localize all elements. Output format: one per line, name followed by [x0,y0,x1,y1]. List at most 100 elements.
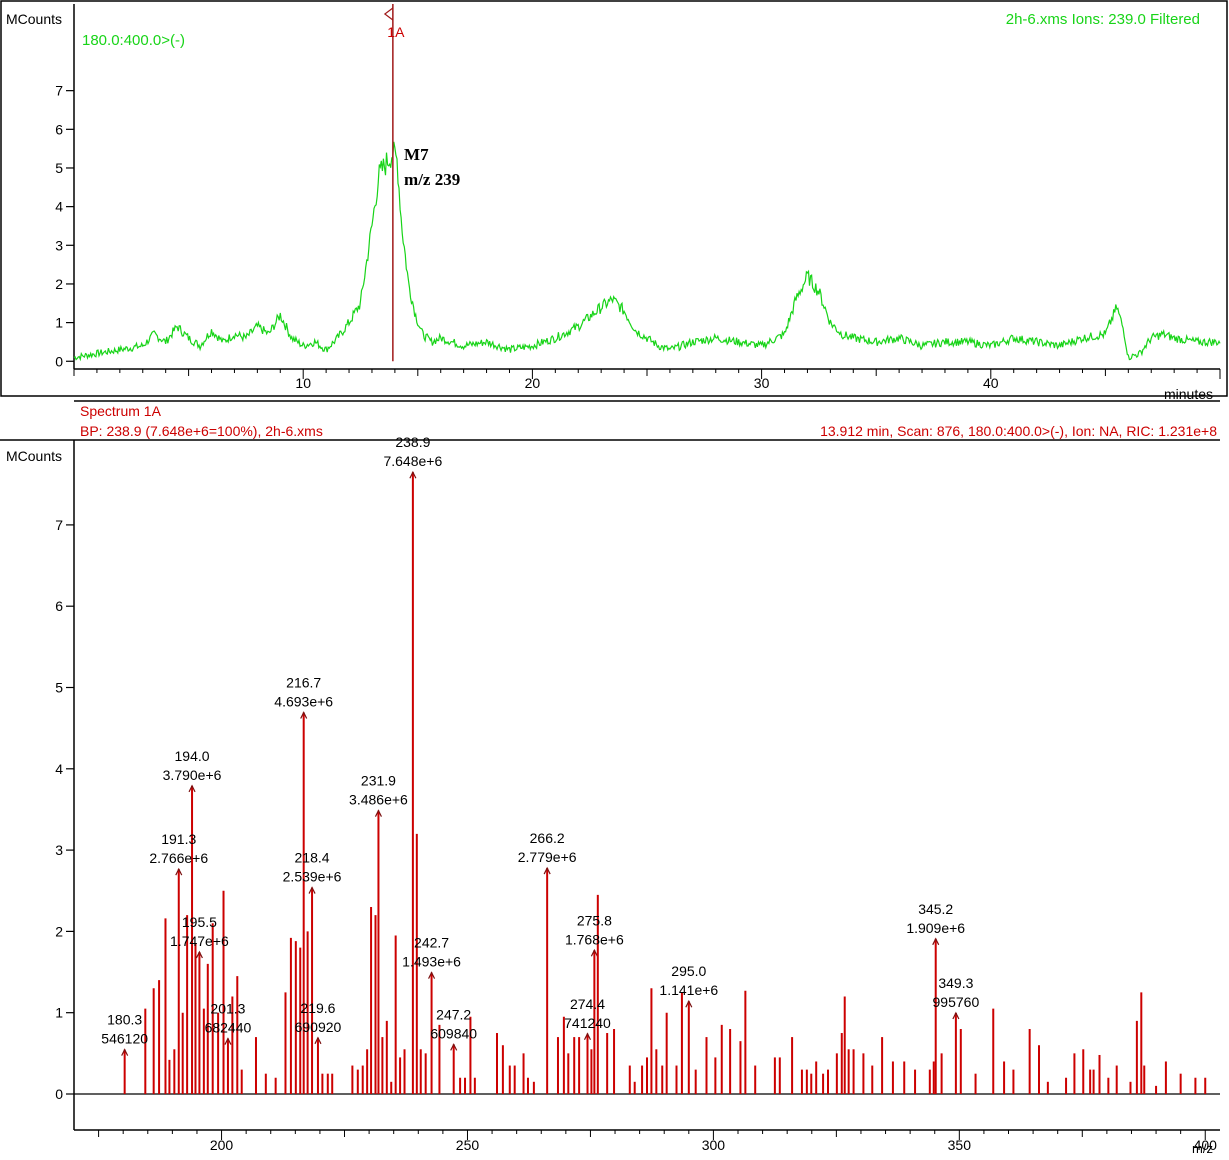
spectrum-x-tick-label: 400 [1194,1137,1218,1153]
chromatogram-y-tick-label: 2 [55,276,63,292]
spectrum-y-ticks: 0 1 2 3 4 5 6 7 [55,517,74,1102]
chromatogram-x-tick-label: 30 [754,375,770,391]
peak-label-mz: 231.9 [361,773,396,789]
peak-label-mz: 180.3 [107,1012,142,1028]
peak-label-mz: 195.5 [182,914,217,930]
peak-label-intensity: 609840 [430,1025,477,1041]
peak-label-mz: 216.7 [286,674,321,690]
peak-label-intensity: 995760 [933,994,980,1010]
peak-label-mz: 201.3 [210,1001,245,1017]
spectrum-y-tick-label: 7 [55,517,63,533]
peak-label-mz: 349.3 [938,975,973,991]
peak-label-mz: 275.8 [577,912,612,928]
chromatogram-y-tick-label: 7 [55,83,63,99]
chromatogram-x-tick-label: 40 [983,375,999,391]
peak-marker-arrow-icon [188,784,196,793]
chromatogram-header-right: 2h-6.xms Ions: 239.0 Filtered [1006,11,1200,28]
peak-marker-arrow-icon [590,948,598,957]
spectrum-subtitle-left: BP: 238.9 (7.648e+6=100%), 2h-6.xms [80,423,323,439]
chromatogram-y-label: MCounts [6,11,62,27]
chromatogram-y-tick-label: 6 [55,121,63,137]
peak-label-mz: 191.3 [161,831,196,847]
chromatogram-y-tick-label: 4 [55,199,63,215]
spectrum-title: Spectrum 1A [80,403,162,419]
peak-marker-arrow-icon [543,866,551,875]
peak-label-mz: 295.0 [671,963,706,979]
peak-marker-arrow-icon [300,711,308,719]
spectrum-x-tick-label: 250 [456,1137,480,1153]
chromatogram-series-line [73,141,1221,362]
spectrum-x-label: m/z [1192,1141,1213,1156]
chromatogram-y-tick-label: 0 [55,353,63,369]
peak-label-intensity: 4.693e+6 [274,693,333,709]
peak-label-mz: 218.4 [295,850,330,866]
spectrum-x-tick-label: 300 [702,1137,726,1153]
peak-label-mz: 247.2 [436,1006,471,1022]
spectrum-y-label: MCounts [6,448,62,464]
spectrum-x-tick-label: 200 [210,1137,234,1153]
peak-marker-arrow-icon [685,999,693,1008]
peak-label-intensity: 1.141e+6 [659,982,718,998]
peak-label-intensity: 682440 [205,1020,252,1036]
peak-label-intensity: 741240 [564,1015,611,1031]
peak-label-intensity: 2.766e+6 [149,850,208,866]
peak-label-mz: 274.4 [570,996,605,1012]
peak-label-intensity: 1.493e+6 [402,954,461,970]
spectrum-bars [121,470,1207,1094]
spectrum-y-tick-label: 3 [55,842,63,858]
peak-marker-arrow-icon [314,1036,322,1045]
spectrum-y-tick-label: 6 [55,598,63,614]
peak-label-mz: 266.2 [530,830,565,846]
chromatogram-y-tick-label: 3 [55,237,63,253]
spectrum-x-ticks: 200 250 300 350 400 [98,1130,1218,1153]
chromatogram-x-label: minutes [1164,386,1213,402]
chromatogram-y-tick-label: 1 [55,315,63,331]
peak-label-intensity: 1.768e+6 [565,931,624,947]
peak-label-mz: 242.7 [414,935,449,951]
peak-marker-arrow-icon [409,470,417,479]
peak-label-intensity: 2.539e+6 [283,869,342,885]
peak-label-intensity: 3.790e+6 [163,767,222,783]
spectrum-y-tick-label: 4 [55,761,63,777]
peak-marker-arrow-icon [428,971,436,979]
chromatogram-panel: MCounts 180.0:400.0>(-) 2h-6.xms Ions: 2… [0,0,1228,402]
spectrum-y-tick-label: 5 [55,680,63,696]
chromatogram-x-tick-label: 10 [295,375,311,391]
peak-marker-arrow-icon [121,1048,129,1056]
chromatogram-header-left: 180.0:400.0>(-) [82,32,185,49]
peak-marker-arrow-icon [175,867,183,876]
peak-marker-arrow-icon [224,1037,232,1045]
chromatogram-x-ticks: 10 20 30 40 [73,369,1221,391]
peak-annotation-compound: M7 [404,145,429,164]
chromatogram-x-tick-label: 20 [525,375,541,391]
spectrum-y-tick-label: 0 [55,1086,63,1102]
peak-marker-arrow-icon [308,886,316,894]
spectrum-x-tick-label: 350 [948,1137,972,1153]
peak-label-mz: 194.0 [175,748,210,764]
retention-marker-label: 1A [387,24,405,40]
peak-marker-arrow-icon [374,809,382,817]
spectrum-panel: Spectrum 1A BP: 238.9 (7.648e+6=100%), 2… [0,400,1220,1156]
peak-label-mz: 219.6 [300,1000,335,1016]
spectrum-peak-labels: 180.3 546120 191.3 2.766e+6 194.0 3.790e+6 195… [101,434,979,1046]
peak-marker-arrow-icon [450,1043,458,1051]
peak-marker-arrow-icon [195,950,203,959]
chromatogram-frame [0,0,1228,397]
peak-label-mz: 238.9 [395,434,430,450]
peak-label-intensity: 1.747e+6 [170,933,229,949]
peak-label-intensity: 2.779e+6 [518,849,577,865]
peak-label-intensity: 690920 [295,1019,342,1035]
spectrum-subtitle-right: 13.912 min, Scan: 876, 180.0:400.0>(-), … [820,423,1217,439]
peak-label-intensity: 7.648e+6 [383,453,442,469]
peak-label-intensity: 546120 [101,1031,148,1047]
peak-annotation-mz: m/z 239 [404,170,460,189]
peak-label-mz: 345.2 [918,901,953,917]
retention-marker-flag-icon[interactable] [383,7,394,21]
spectrum-y-tick-label: 1 [55,1005,63,1021]
peak-marker-arrow-icon [932,937,940,946]
peak-marker-arrow-icon [952,1011,960,1020]
peak-label-intensity: 1.909e+6 [906,920,965,936]
peak-marker-arrow-icon [583,1032,592,1041]
spectrum-y-tick-label: 2 [55,923,63,939]
